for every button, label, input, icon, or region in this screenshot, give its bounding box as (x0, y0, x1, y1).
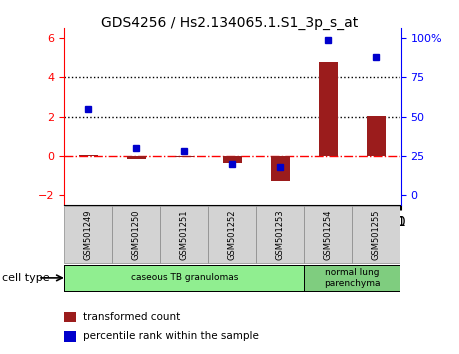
Text: GSM501249: GSM501249 (84, 209, 93, 260)
Text: caseous TB granulomas: caseous TB granulomas (130, 273, 237, 282)
Bar (78, 155, 98, 156)
FancyBboxPatch shape (64, 206, 112, 263)
Text: GSM501251: GSM501251 (179, 209, 188, 260)
Text: GSM501254: GSM501254 (323, 209, 332, 260)
Text: GSM501255: GSM501255 (371, 209, 380, 260)
Bar (127, 156, 146, 159)
FancyBboxPatch shape (256, 206, 303, 263)
Text: cell type: cell type (2, 273, 50, 283)
Bar (174, 156, 194, 157)
Text: percentile rank within the sample: percentile rank within the sample (83, 331, 258, 341)
Text: normal lung
parenchyma: normal lung parenchyma (323, 268, 380, 287)
Bar (318, 62, 337, 156)
Text: transformed count: transformed count (83, 312, 179, 322)
Text: GDS4256 / Hs2.134065.1.S1_3p_s_at: GDS4256 / Hs2.134065.1.S1_3p_s_at (101, 16, 358, 30)
FancyBboxPatch shape (303, 265, 399, 291)
FancyBboxPatch shape (64, 265, 303, 291)
FancyBboxPatch shape (303, 206, 352, 263)
FancyBboxPatch shape (208, 206, 256, 263)
Text: GSM501252: GSM501252 (227, 209, 236, 260)
Text: GSM501253: GSM501253 (275, 209, 284, 260)
Text: GSM501250: GSM501250 (132, 209, 140, 260)
FancyBboxPatch shape (160, 206, 208, 263)
Bar (222, 156, 241, 163)
FancyBboxPatch shape (112, 206, 160, 263)
FancyBboxPatch shape (352, 206, 399, 263)
Bar (270, 156, 289, 181)
Bar (366, 116, 385, 156)
